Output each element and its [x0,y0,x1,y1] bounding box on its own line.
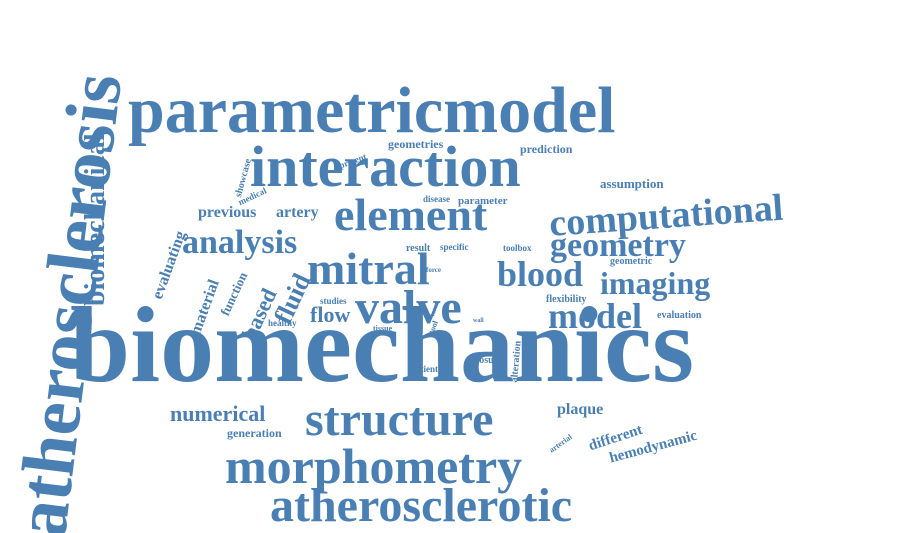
word-generation: generation [227,426,282,440]
word-biomechanical: biomechanical [80,133,111,306]
word-force: force [426,266,442,274]
word-patient: patient [411,364,438,374]
word-disease: disease [423,194,450,204]
word-prediction: prediction [520,142,573,156]
word-tissue: tissue [373,324,393,333]
word-imaging: imaging [600,265,711,301]
word-closure: closure [472,355,503,366]
word-flexibility: flexibility [546,294,587,305]
word-flow: flow [310,302,351,327]
word-healthy: healthy [268,318,297,328]
word-artery: artery [276,204,319,221]
word-evaluation: evaluation [657,310,702,321]
word-geometric: geometric [610,256,653,267]
word-valve: valve [355,281,462,334]
word-parameter: parameter [458,195,508,207]
word-morphometry: morphometry [225,438,523,494]
word-wall: wall [473,318,484,324]
word-structure: structure [305,393,494,446]
word-assumption: assumption [600,176,664,191]
word-geometry: geometry [550,227,686,264]
word-geometries: geometries [388,137,444,151]
word-plaque: plaque [557,401,604,418]
word-atherosclerotic: atherosclerotic [270,479,573,532]
word-parametricmodel: parametricmodel [128,74,616,147]
word-analysis: analysis [182,224,298,261]
word-biomechanics: biomechanics [70,286,695,405]
word-studies: studies [320,296,347,306]
word-mitral: mitral [307,243,430,294]
word-result: result [406,243,431,254]
word-interaction: interaction [250,134,521,199]
word-numerical: numerical [170,401,266,426]
word-model: model [548,296,642,336]
word-toolbox: toolbox [503,243,532,253]
word-previous: previous [198,204,257,221]
word-element: element [334,189,488,240]
word-blood: blood [497,254,584,294]
word-arterial: arterial [547,432,574,455]
word-specific: specific [440,242,469,252]
